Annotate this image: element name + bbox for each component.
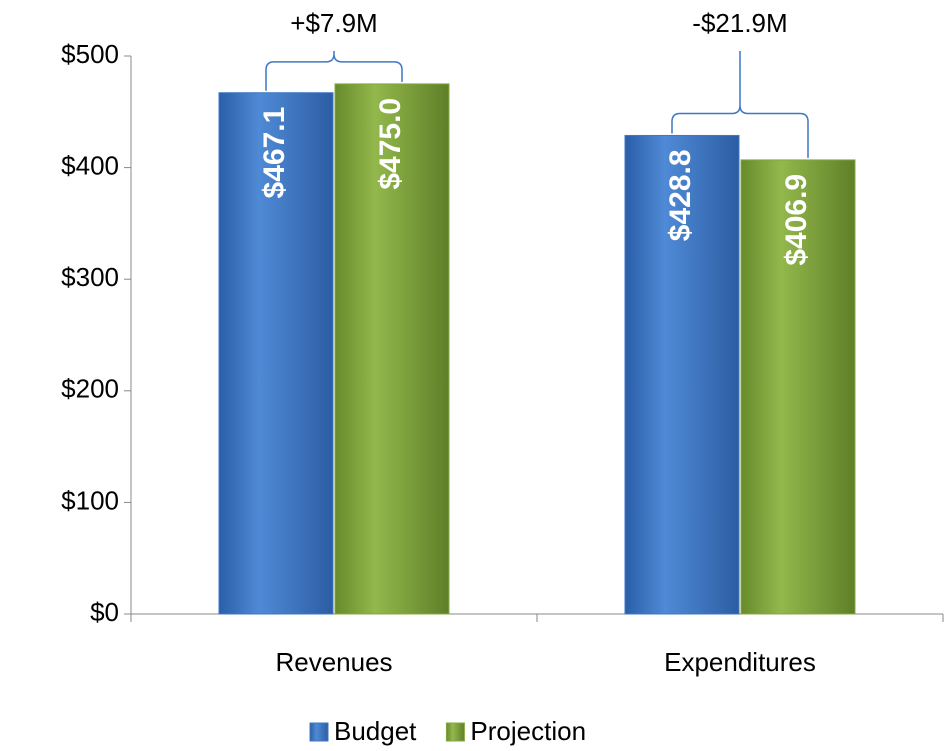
value-label: $475.0 bbox=[374, 98, 407, 190]
bar bbox=[624, 134, 740, 615]
y-tick-label: $500 bbox=[61, 39, 119, 69]
x-tick-label: Expenditures bbox=[664, 647, 816, 677]
y-tick-label: $100 bbox=[61, 485, 119, 515]
brace bbox=[671, 51, 809, 158]
bar bbox=[740, 159, 856, 615]
legend-swatch bbox=[445, 722, 465, 742]
bar bbox=[218, 92, 334, 615]
annotation: -$21.9M bbox=[692, 8, 787, 38]
brace bbox=[265, 51, 403, 91]
value-label: $428.8 bbox=[664, 149, 697, 241]
y-tick-label: $300 bbox=[61, 262, 119, 292]
x-tick-label: Revenues bbox=[275, 647, 392, 677]
legend-label: Budget bbox=[334, 716, 417, 746]
value-label: $406.9 bbox=[780, 174, 813, 266]
annotation: +$7.9M bbox=[290, 8, 377, 38]
bar bbox=[334, 83, 450, 615]
legend-label: Projection bbox=[470, 716, 586, 746]
legend-swatch bbox=[309, 722, 329, 742]
y-tick-label: $400 bbox=[61, 150, 119, 180]
value-label: $467.1 bbox=[258, 107, 291, 199]
y-tick-label: $200 bbox=[61, 374, 119, 404]
y-tick-label: $0 bbox=[90, 597, 119, 627]
